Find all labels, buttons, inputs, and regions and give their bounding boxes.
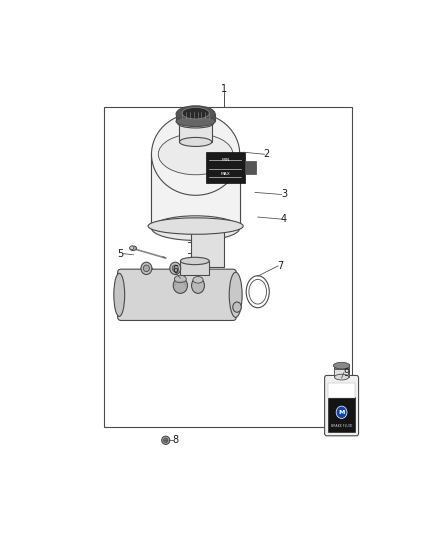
Ellipse shape <box>143 265 149 272</box>
Text: M: M <box>339 410 345 415</box>
Ellipse shape <box>336 406 347 418</box>
Ellipse shape <box>158 134 233 175</box>
Ellipse shape <box>141 262 152 274</box>
Ellipse shape <box>233 302 241 312</box>
Text: 3: 3 <box>281 189 287 199</box>
Text: 2: 2 <box>263 149 270 159</box>
Text: BRAKE FLUID: BRAKE FLUID <box>331 424 352 428</box>
Ellipse shape <box>193 277 203 283</box>
Ellipse shape <box>148 218 243 235</box>
Ellipse shape <box>152 113 240 195</box>
Ellipse shape <box>130 246 137 251</box>
Text: 6: 6 <box>172 265 178 275</box>
Ellipse shape <box>229 272 242 317</box>
FancyBboxPatch shape <box>325 375 359 436</box>
Ellipse shape <box>178 119 213 128</box>
Ellipse shape <box>162 436 170 445</box>
Text: MIN: MIN <box>221 158 230 161</box>
Ellipse shape <box>174 276 186 282</box>
Text: 5: 5 <box>117 248 123 259</box>
Ellipse shape <box>172 265 178 272</box>
Bar <box>152 154 240 228</box>
Ellipse shape <box>114 273 125 317</box>
Text: 4: 4 <box>281 214 287 224</box>
Ellipse shape <box>180 138 212 147</box>
Text: 8: 8 <box>172 435 178 445</box>
Ellipse shape <box>173 278 187 293</box>
Ellipse shape <box>180 257 209 265</box>
Bar <box>334 365 350 369</box>
Ellipse shape <box>333 362 350 369</box>
Text: 7: 7 <box>277 261 284 271</box>
Ellipse shape <box>335 374 349 380</box>
Ellipse shape <box>152 216 240 240</box>
Bar <box>176 114 215 122</box>
Bar <box>180 124 212 142</box>
FancyBboxPatch shape <box>117 269 237 320</box>
Ellipse shape <box>191 278 205 293</box>
Ellipse shape <box>130 246 134 249</box>
Ellipse shape <box>170 262 181 274</box>
Ellipse shape <box>176 106 215 122</box>
Ellipse shape <box>182 108 209 119</box>
Bar <box>335 368 349 377</box>
Bar <box>206 152 245 183</box>
Ellipse shape <box>176 116 215 126</box>
Bar <box>328 383 355 398</box>
Bar <box>245 161 256 174</box>
Bar <box>104 107 352 427</box>
Text: MAX: MAX <box>220 172 230 176</box>
Bar <box>180 261 209 276</box>
Text: 9: 9 <box>343 368 349 377</box>
Text: 1: 1 <box>221 84 227 94</box>
Ellipse shape <box>163 438 168 442</box>
Bar <box>191 230 224 267</box>
Bar <box>328 397 355 432</box>
